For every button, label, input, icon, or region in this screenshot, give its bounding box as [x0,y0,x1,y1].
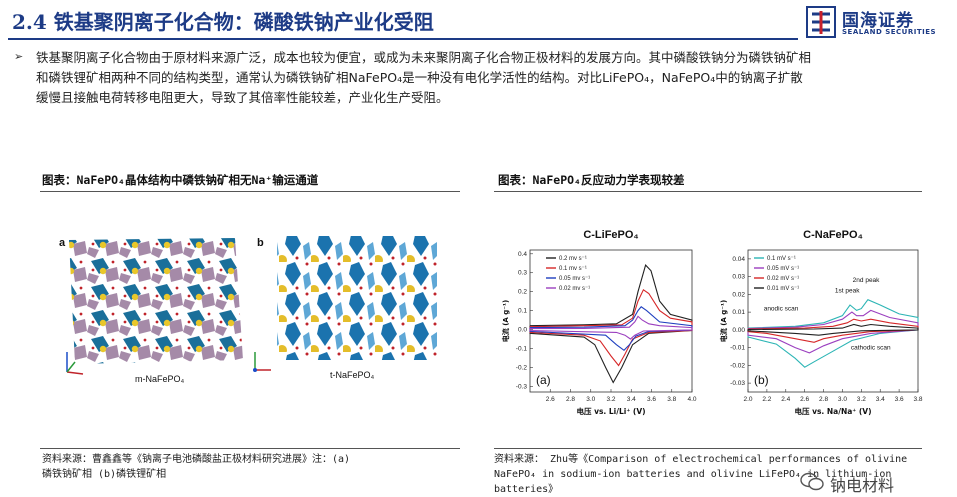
source-line: 磷铁钠矿相 (b)磷铁锂矿相 [42,469,167,480]
caption-t-nafepo4: t-NaFePO₄ [330,370,375,380]
x-tick-label: 3.4 [876,396,885,403]
x-tick-label: 3.8 [667,396,676,403]
y-tick-label: 0.4 [518,251,527,258]
axis-triad-icon [66,352,84,375]
page-title: 2.4 铁基聚阴离子化合物：磷酸铁钠产业化受阻 [12,10,434,34]
y-tick-label: -0.03 [730,380,745,387]
legend-entry: 0.05 mv s⁻¹ [559,276,590,282]
legend-entry: 0.2 mv s⁻¹ [559,256,587,262]
x-tick-label: 2.2 [762,396,771,403]
legend-entry: 0.05 mV s⁻¹ [767,266,799,272]
x-tick-label: 4.0 [687,396,696,403]
y-tick-label: 0.00 [732,327,745,334]
x-tick-label: 3.8 [913,396,922,403]
x-tick-label: 2.8 [566,396,575,403]
chart-annotation: anodic scan [764,305,799,312]
x-tick-label: 3.6 [895,396,904,403]
x-tick-label: 3.0 [586,396,595,403]
series-line [529,264,693,384]
right-figure-title-rule [494,191,922,192]
crystal-structure-figure: a m-NaFePO₄ b t-NaFePO₄ [59,236,437,384]
y-axis-label: 电流 (A g⁻¹) [501,300,510,342]
plot-frame [529,249,693,393]
source-line: 资料来源：曹鑫鑫等《钠离子电池磷酸盐正极材料研究进展》注：(a) [42,454,351,465]
y-tick-label: 0.04 [732,256,745,263]
chart-annotation: cathodic scan [851,344,891,351]
x-axis-label: 电压 vs. Na/Na⁺ (V) [794,406,871,416]
watermark-text: 钠电材料 [830,476,895,495]
y-tick-label: -0.3 [516,383,528,390]
y-tick-label: -0.1 [516,345,528,352]
y-tick-label: -0.01 [730,345,745,352]
legend-entry: 0.02 mv s⁻¹ [559,286,590,292]
x-tick-label: 3.6 [647,396,656,403]
x-tick-label: 2.8 [819,396,828,403]
series-line [747,299,919,368]
wechat-icon [800,472,824,491]
x-tick-label: 3.0 [838,396,847,403]
x-axis-label: 电压 vs. Li/Li⁺ (V) [576,406,645,416]
m-nafepo4-structure [69,238,243,364]
left-source-note: 资料来源：曹鑫鑫等《钠离子电池磷酸盐正极材料研究进展》注：(a) 磷铁钠矿相 (… [42,452,462,482]
legend-entry: 0.02 mV s⁻¹ [767,276,799,282]
legend-entry: 0.01 mV s⁻¹ [767,286,799,292]
x-tick-label: 3.2 [606,396,615,403]
t-nafepo4-structure [277,236,437,360]
y-tick-label: 0.01 [732,309,745,316]
panel-b-letter: b [257,237,264,249]
series-line [529,315,693,340]
panel-letter: (b) [754,373,769,387]
right-figure-title: 图表：NaFePO₄反应动力学表现较差 [498,173,685,187]
x-tick-label: 2.6 [546,396,555,403]
series-line [747,323,919,336]
left-source-rule [40,448,460,449]
paragraph-line: 缓慢且接触电荷转移电阻更大，导致了其倍率性能较差，产业化生产受阻。 [36,90,449,105]
y-tick-label: -0.02 [730,362,745,369]
y-tick-label: 0.3 [518,270,527,277]
sealand-logo: 国海证券 SEALAND SECURITIES [806,4,950,42]
x-tick-label: 3.2 [857,396,866,403]
axis-triad-icon [253,352,271,372]
right-source-note: 资料来源： Zhu等《Comparison of electrochemical… [494,452,934,497]
legend-entry: 0.1 mv s⁻¹ [559,266,587,272]
cv-charts-figure: C-LiFePO₄ 2.6 2.8 3.0 3.2 3.4 3.6 3.8 4.0 0.4 0.3 0… [501,229,923,416]
chart-title: C-NaFePO₄ [803,229,863,241]
series-line [747,309,919,354]
panel-letter: (a) [536,373,551,387]
source-line: NaFePO₄ in sodium-ion batteries and oliv… [494,469,892,480]
y-tick-label: 0.2 [518,289,527,296]
left-figure-title-rule [40,191,460,192]
caption-m-nafepo4: m-NaFePO₄ [135,374,185,384]
y-tick-label: 0.0 [518,327,527,334]
title-divider [8,38,798,40]
y-tick-label: 0.03 [732,274,745,281]
legend-entry: 0.1 mV s⁻¹ [767,256,796,262]
left-figure-title: 图表：NaFePO₄晶体结构中磷铁钠矿相无Na⁺输运通道 [42,173,319,187]
x-tick-label: 2.0 [743,396,752,403]
panel-a-letter: a [59,237,66,249]
logo-chinese-name: 国海证券 [842,11,914,31]
y-tick-label: -0.2 [516,364,528,371]
chart-title: C-LiFePO₄ [583,229,638,241]
x-tick-label: 3.4 [627,396,636,403]
bullet-arrow-icon: ➢ [14,50,24,63]
right-source-rule [494,448,922,449]
watermark: 钠电材料 [800,472,950,495]
source-line: batteries》 [494,484,559,495]
x-tick-label: 2.6 [800,396,809,403]
paragraph-line: 铁基聚阴离子化合物由于原材料来源广泛，成本也较为便宜，或成为未来聚阴离子化合物正… [36,50,812,65]
y-tick-label: 0.1 [518,308,527,315]
x-tick-label: 2.4 [781,396,790,403]
paragraph-line: 和磷铁锂矿相两种不同的结构类型，通常认为磷铁钠矿相NaFePO₄是一种没有电化学… [36,70,803,85]
chart-annotation: 2nd peak [853,277,880,284]
source-line: 资料来源： Zhu等《Comparison of electrochemical… [494,454,908,465]
sealand-logo-icon [806,6,836,38]
chart-annotation: 1st peak [835,288,860,295]
intro-paragraph: 铁基聚阴离子化合物由于原材料来源广泛，成本也较为便宜，或成为未来聚阴离子化合物正… [36,48,941,108]
logo-english-name: SEALAND SECURITIES [842,28,937,36]
y-tick-label: 0.02 [732,291,745,298]
y-axis-label: 电流 (A g⁻¹) [719,300,728,342]
